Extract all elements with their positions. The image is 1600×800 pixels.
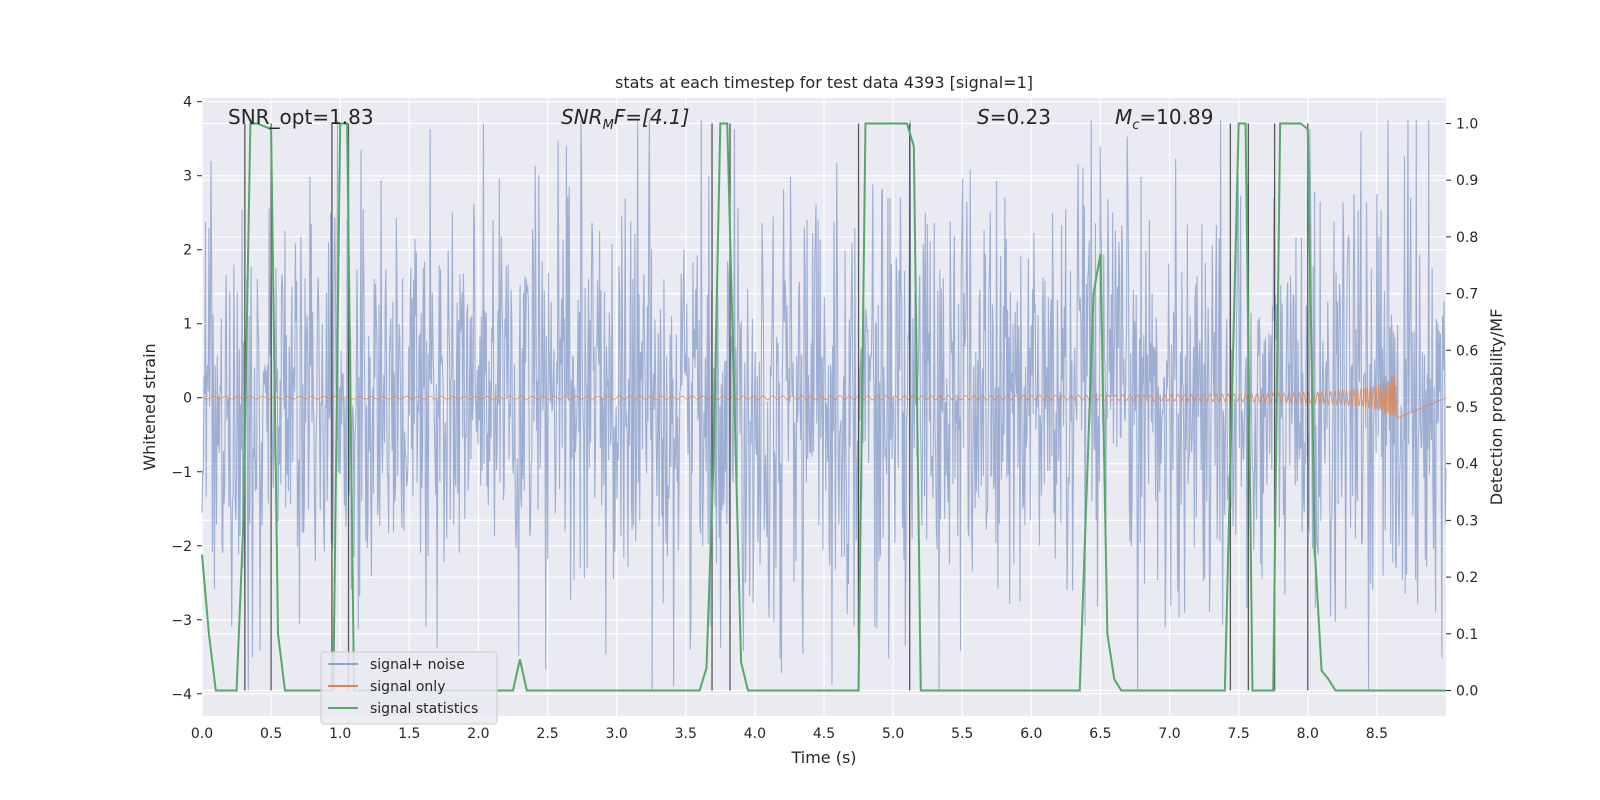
snr-mf-rest: F=[4.1] — [614, 105, 690, 129]
mc-value: =10.89 — [1139, 105, 1213, 129]
y-tick-label: 1 — [183, 317, 192, 333]
y-tick-label: −2 — [171, 539, 192, 555]
y-tick-label: 0 — [183, 391, 192, 407]
chart-title: stats at each timestep for test data 439… — [615, 73, 1033, 92]
legend-label-signal-noise: signal+ noise — [370, 657, 465, 673]
x-tick-label: 0.5 — [260, 726, 282, 742]
x-tick-label: 3.5 — [675, 726, 697, 742]
x-tick-label: 4.0 — [744, 726, 766, 742]
x-tick-label: 5.0 — [882, 726, 904, 742]
x-tick-label: 4.5 — [813, 726, 835, 742]
x-tick-label: 8.5 — [1366, 726, 1388, 742]
legend: signal+ noise signal only signal statist… — [320, 651, 498, 725]
y-tick-label: 2 — [183, 243, 192, 259]
s-symbol: S — [977, 105, 990, 129]
signal-statistics-line — [201, 122, 1446, 692]
y-tick-label: 3 — [183, 169, 192, 185]
y-tick-label: −1 — [171, 465, 192, 481]
x-axis-label: Time (s) — [790, 748, 856, 767]
annotation-mc: Mc=10.89 — [1115, 105, 1213, 133]
snr-mf-sub: M — [603, 118, 614, 133]
y-tick-label: −3 — [171, 613, 192, 629]
annotation-snr-opt: SNR_opt=1.83 — [228, 105, 374, 129]
y2-tick-label: 0.0 — [1456, 683, 1478, 699]
y2-tick-label: 0.3 — [1456, 513, 1478, 529]
y-axis-label: Whitened strain — [140, 343, 159, 470]
annotation-s: S=0.23 — [977, 105, 1051, 129]
legend-label-signal-only: signal only — [370, 679, 445, 695]
x-tick-label: 7.5 — [1228, 726, 1250, 742]
s-value: =0.23 — [990, 105, 1051, 129]
threshold-lines — [244, 123, 1309, 691]
snr-mf-base: SNR — [561, 105, 603, 129]
x-tick-label: 6.0 — [1020, 726, 1042, 742]
y-axis-ticks: −4 −3 −2 −1 0 1 2 3 4 — [171, 95, 202, 703]
y2-tick-label: 0.8 — [1456, 230, 1478, 246]
y2-axis-ticks: 0.0 0.1 0.2 0.3 0.4 0.5 0.6 0.7 0.8 0.9 1.0 — [1446, 117, 1478, 699]
y2-tick-label: 0.5 — [1456, 400, 1478, 416]
signal-noise-line — [201, 120, 1447, 691]
y2-tick-label: 0.7 — [1456, 287, 1478, 303]
y2-tick-label: 0.2 — [1456, 570, 1478, 586]
mc-sub: c — [1132, 118, 1139, 133]
x-tick-label: 0.0 — [191, 726, 213, 742]
x-tick-label: 1.5 — [398, 726, 420, 742]
x-tick-label: 6.5 — [1089, 726, 1111, 742]
signal-noise-series — [201, 120, 1447, 691]
x-tick-label: 2.5 — [536, 726, 558, 742]
y2-tick-label: 0.4 — [1456, 457, 1478, 473]
signal-only-line — [201, 375, 1447, 419]
legend-label-signal-statistics: signal statistics — [370, 701, 478, 717]
legend-box — [320, 651, 498, 725]
y2-tick-label: 0.9 — [1456, 173, 1478, 189]
mc-symbol: M — [1115, 105, 1132, 129]
signal-statistics-series — [201, 122, 1446, 692]
y2-tick-label: 0.6 — [1456, 343, 1478, 359]
annotation-snr-mf: SNRMF=[4.1] — [561, 105, 689, 133]
y-tick-label: 4 — [183, 95, 192, 111]
x-tick-label: 5.5 — [951, 726, 973, 742]
x-axis-ticks: 0.0 0.5 1.0 1.5 2.0 2.5 3.0 3.5 4.0 4.5 5.0 5.5 6.0 6… — [191, 726, 1388, 742]
x-tick-label: 1.0 — [329, 726, 351, 742]
x-tick-label: 8.0 — [1297, 726, 1319, 742]
y-tick-label: −4 — [171, 687, 192, 703]
y2-tick-label: 1.0 — [1456, 117, 1478, 133]
x-tick-label: 3.0 — [606, 726, 628, 742]
x-tick-label: 2.0 — [467, 726, 489, 742]
y2-axis-label: Detection probability/MF — [1487, 309, 1506, 506]
x-tick-label: 7.0 — [1158, 726, 1180, 742]
y2-tick-label: 0.1 — [1456, 627, 1478, 643]
signal-only-series — [201, 375, 1447, 419]
